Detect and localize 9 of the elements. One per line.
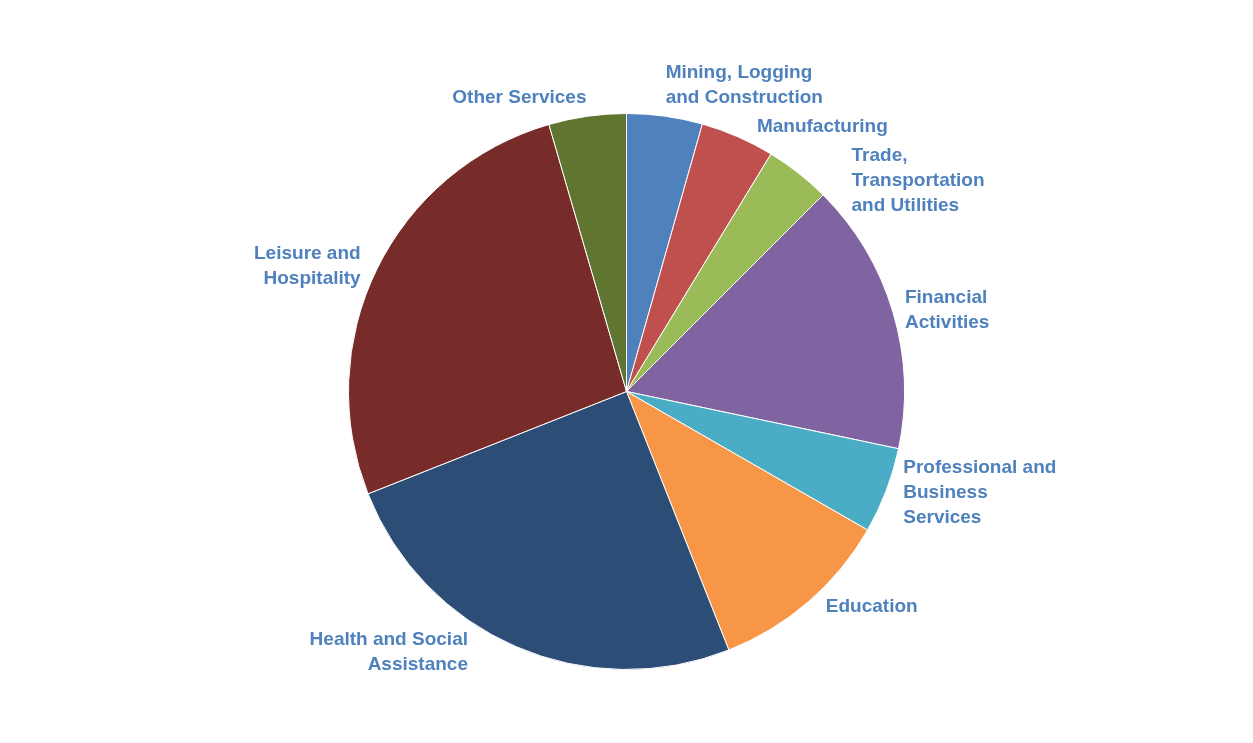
slice-label: Mining, Logging and Construction xyxy=(665,60,823,107)
slice-label: Education xyxy=(825,594,918,616)
slice-label: Trade, Transportation and Utilities xyxy=(851,143,985,215)
slice-label: Financial Activities xyxy=(904,286,990,333)
slice-label: Manufacturing xyxy=(756,114,888,136)
slice-label: Health and Social Assistance xyxy=(309,627,468,674)
slice-label: Professional and Business Services xyxy=(903,455,1057,527)
slice-label: Other Services xyxy=(452,86,587,108)
slice-label: Leisure and Hospitality xyxy=(254,242,362,289)
